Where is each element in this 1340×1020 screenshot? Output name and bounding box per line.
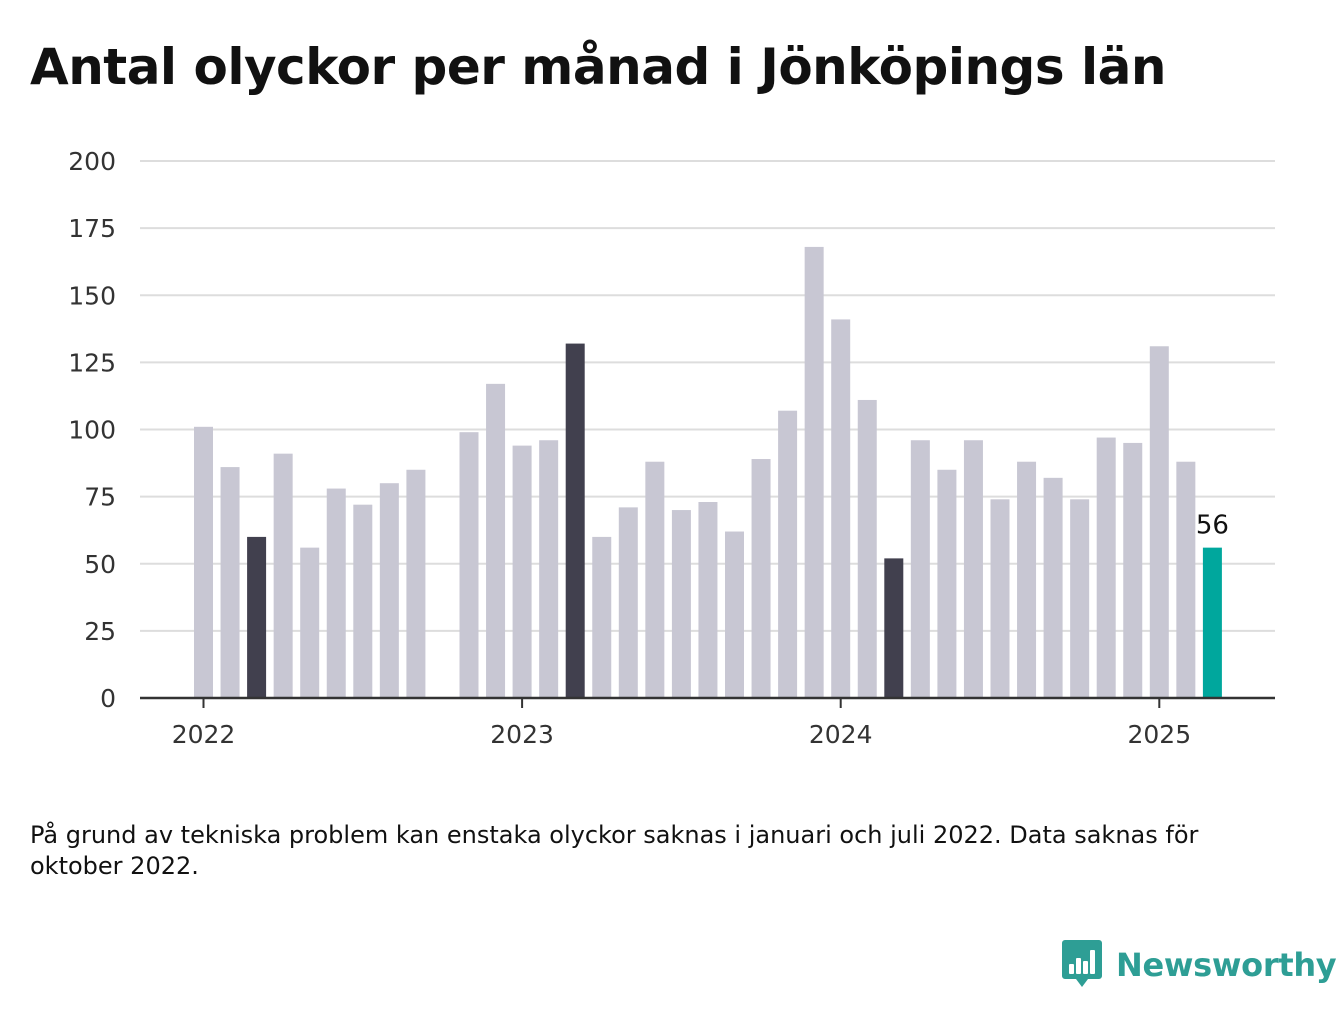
bar-2024-01 bbox=[831, 319, 851, 698]
bar-2025-03 bbox=[1202, 547, 1222, 698]
bar-2024-05 bbox=[937, 469, 957, 698]
bar-2023-07 bbox=[671, 510, 691, 698]
bar-2023-05 bbox=[618, 507, 638, 698]
bar-2022-05 bbox=[300, 547, 320, 698]
bar-2022-03 bbox=[247, 536, 267, 698]
bar-2022-09 bbox=[406, 469, 426, 698]
bar-2023-09 bbox=[725, 531, 744, 698]
bar-2024-02 bbox=[857, 399, 877, 698]
bar-2024-07 bbox=[990, 499, 1010, 698]
x-tick-label: 2025 bbox=[1127, 720, 1191, 749]
bar-2024-09 bbox=[1043, 477, 1063, 698]
bar-2024-06 bbox=[963, 440, 983, 698]
bar-2022-04 bbox=[273, 453, 293, 698]
bar-2022-06 bbox=[326, 488, 346, 698]
y-tick-label: 200 bbox=[68, 147, 116, 176]
bar-2022-12 bbox=[486, 383, 506, 698]
y-tick-label: 25 bbox=[84, 617, 116, 646]
bar-2024-12 bbox=[1123, 442, 1143, 698]
footnote: På grund av tekniska problem kan enstaka… bbox=[30, 821, 1199, 880]
bar-2023-03 bbox=[565, 343, 585, 698]
annotations: 56 bbox=[1193, 508, 1231, 543]
bar-chart-speech-bubble-icon bbox=[1062, 940, 1102, 987]
y-tick-label: 100 bbox=[68, 416, 116, 445]
bar-2024-08 bbox=[1017, 461, 1037, 698]
y-tick-label: 125 bbox=[68, 348, 116, 377]
y-tick-label: 50 bbox=[84, 550, 116, 579]
brand-logo: Newsworthy bbox=[1062, 940, 1337, 990]
bar-2023-11 bbox=[778, 410, 798, 698]
bar-2022-11 bbox=[459, 432, 479, 698]
bar-2023-10 bbox=[751, 459, 771, 698]
bar-2025-01 bbox=[1149, 346, 1169, 698]
bar-2023-02 bbox=[539, 440, 559, 698]
bar-chart: 0 25 50 75 100 125 150 175 200 2022 2023 2024 2025 … bbox=[0, 130, 1340, 774]
bar-2022-02 bbox=[220, 467, 240, 698]
bar-2023-06 bbox=[645, 461, 665, 698]
x-axis: 2022 2023 2024 2025 bbox=[140, 696, 1275, 749]
chart-title: Antal olyckor per månad i Jönköpings län bbox=[30, 38, 1166, 96]
bar-2023-08 bbox=[698, 501, 718, 698]
bar-2025-02 bbox=[1176, 461, 1196, 698]
y-axis-labels: 0 25 50 75 100 125 150 175 200 bbox=[68, 147, 116, 713]
y-tick-label: 150 bbox=[68, 281, 116, 310]
brand-name: Newsworthy bbox=[1116, 946, 1337, 984]
bar-2022-07 bbox=[353, 504, 373, 698]
bar-2024-11 bbox=[1096, 437, 1116, 698]
x-tick-label: 2023 bbox=[490, 720, 554, 749]
bar-2022-08 bbox=[379, 483, 399, 698]
y-tick-label: 175 bbox=[68, 214, 116, 243]
bar-2022-01 bbox=[194, 426, 213, 698]
bar-2023-12 bbox=[804, 246, 824, 699]
bar-2023-01 bbox=[512, 445, 532, 698]
y-tick-label: 75 bbox=[84, 483, 116, 512]
x-tick-label: 2024 bbox=[809, 720, 873, 749]
bars bbox=[194, 246, 1222, 699]
bar-2023-04 bbox=[592, 536, 612, 698]
bar-2024-03 bbox=[884, 558, 904, 698]
y-tick-label: 0 bbox=[100, 684, 116, 713]
bar-2024-04 bbox=[910, 440, 930, 698]
data-label: 56 bbox=[1196, 511, 1229, 541]
x-tick-label: 2022 bbox=[172, 720, 236, 749]
bar-2024-10 bbox=[1070, 499, 1090, 698]
